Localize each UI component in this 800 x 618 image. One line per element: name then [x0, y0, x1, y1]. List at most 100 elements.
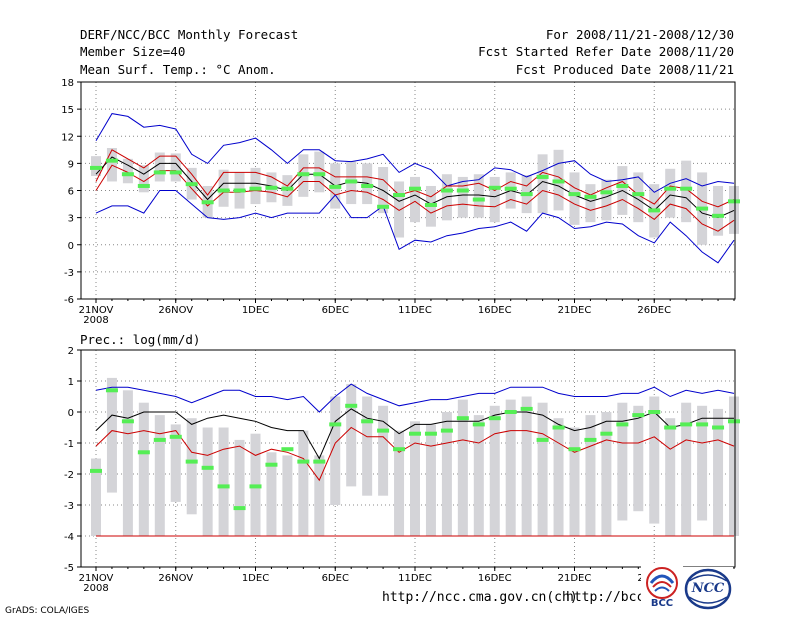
- observed-mark: [121, 419, 134, 424]
- ensemble-bar: [617, 402, 628, 521]
- observed-mark: [313, 459, 326, 464]
- ensemble-bar: [457, 176, 468, 218]
- series-line-max: [95, 383, 735, 413]
- y-tick-label: -5: [64, 563, 74, 574]
- observed-mark: [297, 459, 310, 464]
- observed-mark: [648, 410, 661, 414]
- observed-mark: [648, 208, 661, 213]
- ensemble-bar: [138, 165, 149, 193]
- observed-mark: [361, 183, 374, 188]
- y-tick-label: -6: [64, 295, 74, 306]
- ensemble-bar: [218, 169, 229, 207]
- observed-mark: [440, 188, 453, 193]
- observed-mark: [456, 188, 469, 193]
- observed-mark: [568, 447, 581, 452]
- ensemble-bar: [441, 412, 452, 536]
- observed-mark: [329, 422, 342, 427]
- observed-mark: [520, 406, 533, 411]
- y-tick-label: -2: [64, 470, 74, 481]
- ensemble-bar: [154, 415, 165, 536]
- observed-mark: [424, 431, 437, 436]
- observed-mark: [393, 193, 406, 198]
- observed-mark: [169, 170, 182, 175]
- observed-mark: [600, 190, 613, 195]
- series-line-max: [95, 113, 735, 193]
- observed-mark: [313, 172, 326, 177]
- observed-mark: [377, 204, 390, 209]
- series-line-min: [95, 190, 735, 264]
- chart-title: DERF/NCC/BCC Monthly Forecast: [80, 27, 299, 42]
- grads-credit: GrADS: COLA/IGES: [5, 606, 90, 616]
- ncc-logo: NCC: [683, 567, 733, 611]
- ensemble-bar: [394, 181, 405, 238]
- observed-mark: [265, 462, 278, 467]
- x-tick-sublabel: 2008: [83, 315, 108, 326]
- observed-mark: [456, 416, 469, 421]
- ensemble-bar: [681, 160, 692, 223]
- observed-mark: [536, 174, 549, 179]
- series-line-lower: [95, 164, 735, 232]
- observed-mark: [616, 422, 629, 427]
- ensemble-bar: [713, 408, 724, 536]
- observed-mark: [393, 447, 406, 452]
- ensemble-bar: [170, 424, 181, 502]
- y-tick-label: 0: [68, 408, 74, 419]
- observed-mark: [90, 165, 102, 170]
- ensemble-bar: [314, 455, 325, 536]
- ensemble-bar: [729, 396, 739, 536]
- x-tick-label: 26NOV: [158, 573, 193, 584]
- ensemble-bar: [713, 185, 724, 236]
- observed-mark: [712, 425, 725, 430]
- x-tick-label: 1DEC: [242, 573, 269, 584]
- y-tick-label: 12: [61, 132, 74, 143]
- observed-mark: [345, 179, 358, 184]
- y-tick-label: 9: [68, 159, 74, 170]
- y-tick-label: 18: [61, 78, 74, 89]
- observed-mark: [105, 388, 118, 393]
- ensemble-bar: [425, 424, 436, 536]
- ensemble-bar: [298, 430, 309, 536]
- observed-mark: [185, 459, 198, 464]
- y-tick-label: -4: [64, 532, 74, 543]
- bcc-logo: BCC: [641, 565, 683, 611]
- observed-mark: [217, 188, 230, 193]
- footer-url-right[interactable]: http://bcc.c: [566, 590, 660, 605]
- y-tick-label: 15: [61, 105, 74, 116]
- x-tick-label: 21DEC: [558, 305, 592, 316]
- plot-frame: [80, 81, 736, 300]
- observed-mark: [600, 431, 613, 436]
- observed-mark: [409, 186, 421, 191]
- ensemble-bar: [410, 421, 420, 536]
- observed-mark: [233, 188, 246, 193]
- observed-mark: [153, 170, 166, 175]
- forecast-period: For 2008/11/21-2008/12/30: [545, 27, 734, 42]
- variable-label-precipitation: Prec.: log(mm/d): [80, 332, 201, 347]
- ensemble-bar: [186, 418, 197, 515]
- observed-mark: [680, 422, 693, 427]
- observed-mark: [137, 450, 150, 455]
- observed-mark: [488, 416, 501, 421]
- member-size: Member Size=40: [80, 44, 186, 59]
- x-tick-label: 21DEC: [558, 573, 592, 584]
- ensemble-bar: [378, 405, 389, 496]
- observed-mark: [504, 186, 517, 191]
- observed-mark: [185, 182, 198, 187]
- ensemble-bar: [537, 154, 548, 214]
- observed-mark: [472, 422, 485, 427]
- x-tick-label: 6DEC: [322, 573, 349, 584]
- x-tick-label: 6DEC: [322, 305, 349, 316]
- observed-mark: [472, 197, 485, 202]
- observed-mark: [712, 213, 725, 218]
- x-tick-sublabel: 2008: [83, 583, 108, 594]
- ensemble-bar: [314, 151, 325, 193]
- observed-mark: [137, 183, 150, 188]
- observed-mark: [536, 437, 549, 442]
- x-tick-label: 16DEC: [478, 573, 512, 584]
- ensemble-bar: [649, 396, 660, 524]
- series-line-min: [95, 426, 735, 482]
- observed-mark: [345, 403, 358, 408]
- footer-url-left[interactable]: http://ncc.cma.gov.cn(ch): [382, 590, 578, 605]
